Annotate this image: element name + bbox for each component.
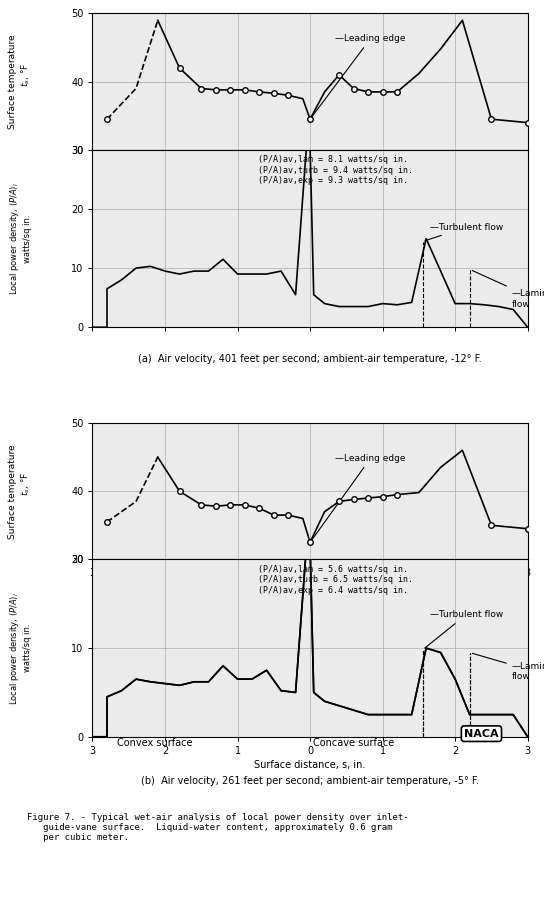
Text: —Turbulent flow: —Turbulent flow: [425, 610, 503, 648]
Text: —Laminar
flow: —Laminar flow: [472, 270, 544, 309]
Text: (b)  Air velocity, 261 feet per second; ambient-air temperature, -5° F.: (b) Air velocity, 261 feet per second; a…: [141, 776, 479, 786]
Text: (P/A)av,lam = 5.6 watts/sq in.
(P/A)av,turb = 6.5 watts/sq in.
(P/A)av,exp = 6.4: (P/A)av,lam = 5.6 watts/sq in. (P/A)av,t…: [258, 565, 413, 594]
Y-axis label: Surface temperature
     $t_s$, °F: Surface temperature $t_s$, °F: [8, 444, 32, 539]
Text: —Laminar
flow: —Laminar flow: [472, 654, 544, 682]
Text: —Leading edge: —Leading edge: [312, 34, 406, 117]
Text: (a)  Air velocity, 401 feet per second; ambient-air temperature, -12° F.: (a) Air velocity, 401 feet per second; a…: [138, 354, 482, 364]
Y-axis label: Surface temperature
     $t_s$, °F: Surface temperature $t_s$, °F: [8, 34, 32, 129]
Text: Convex surface: Convex surface: [118, 738, 193, 748]
Y-axis label: Local power density, $(P/A)_l$
watts/sq in.: Local power density, $(P/A)_l$ watts/sq …: [8, 182, 32, 295]
Y-axis label: Local power density, $(P/A)_l$
watts/sq in.: Local power density, $(P/A)_l$ watts/sq …: [8, 592, 32, 705]
Text: NACA: NACA: [464, 728, 499, 739]
Text: Concave surface: Concave surface: [313, 738, 394, 748]
Text: Figure 7. - Typical wet-air analysis of local power density over inlet-
   guide: Figure 7. - Typical wet-air analysis of …: [27, 813, 409, 842]
Text: (P/A)av,lam = 8.1 watts/sq in.
(P/A)av,turb = 9.4 watts/sq in.
(P/A)av,exp = 9.3: (P/A)av,lam = 8.1 watts/sq in. (P/A)av,t…: [258, 155, 413, 185]
Text: —Leading edge: —Leading edge: [312, 453, 406, 540]
Text: —Turbulent flow: —Turbulent flow: [425, 223, 503, 241]
X-axis label: Surface distance, s, in.: Surface distance, s, in.: [255, 760, 366, 770]
